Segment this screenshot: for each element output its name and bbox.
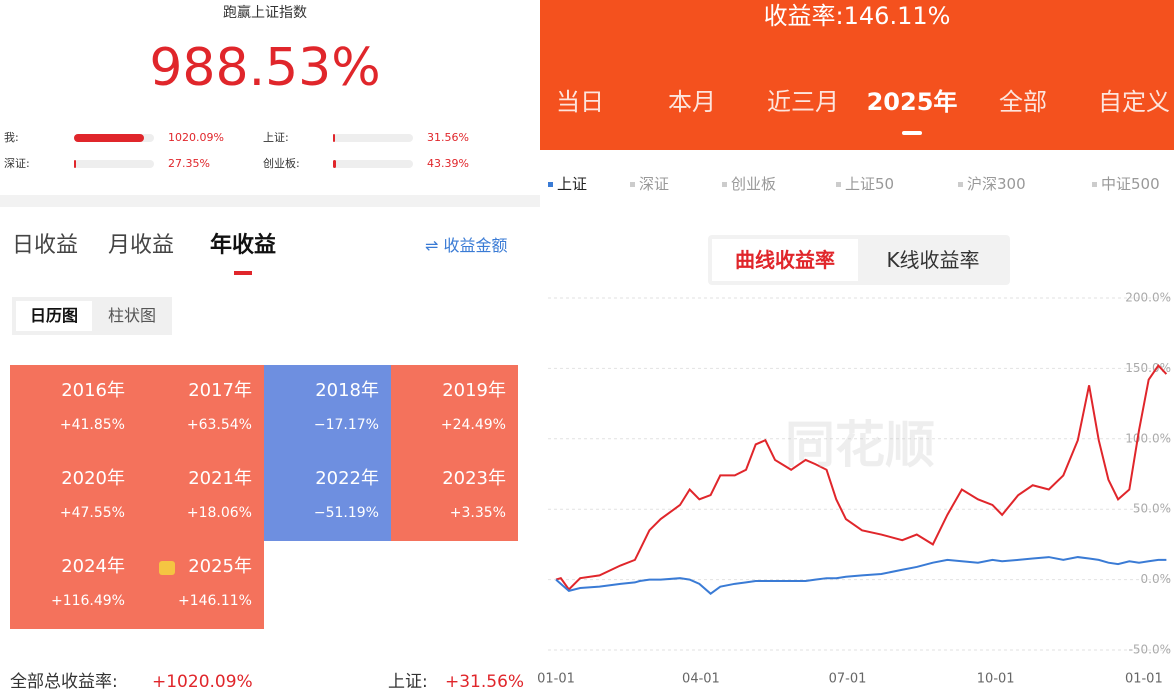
x-tick-label: 07-01	[829, 672, 867, 687]
footer-total-label: 全部总收益率:	[10, 672, 118, 692]
compare-name: 上证:	[263, 131, 289, 144]
y-tick-label: 0.0%	[1141, 572, 1172, 586]
compare-bar	[74, 134, 144, 142]
compare-value: 43.39%	[427, 157, 469, 170]
year-label: 2024年	[61, 556, 125, 577]
period-tab[interactable]: 全部	[999, 88, 1047, 116]
year-label: 2017年	[188, 380, 252, 401]
legend-swatch	[630, 182, 635, 187]
compare-name: 深证:	[4, 157, 30, 170]
year-label: 2016年	[61, 380, 125, 401]
legend-item[interactable]: 上证50	[845, 175, 895, 193]
legend-item[interactable]: 沪深300	[967, 175, 1026, 193]
period-tab[interactable]: 近三月	[767, 88, 839, 116]
tab[interactable]: 月收益	[108, 233, 175, 258]
period-underline	[902, 131, 922, 135]
year-return: −17.17%	[313, 417, 379, 433]
x-tick-label: 10-01	[977, 672, 1015, 687]
year-tile[interactable]	[264, 453, 391, 541]
year-return: +3.35%	[449, 505, 506, 521]
compare-value: 1020.09%	[168, 131, 224, 144]
legend-swatch	[722, 182, 727, 187]
footer-index: +31.56%	[445, 672, 525, 692]
year-tile[interactable]	[10, 365, 137, 453]
period-tab[interactable]: 当日	[556, 88, 604, 116]
compare-name: 我:	[4, 131, 19, 144]
year-return: +146.11%	[177, 593, 252, 609]
thumb-icon	[159, 561, 175, 575]
tab-underline	[234, 271, 252, 275]
compare-value: 27.35%	[168, 157, 210, 170]
period-tab[interactable]: 2025年	[866, 88, 958, 116]
mode-option[interactable]: K线收益率	[886, 248, 980, 272]
compare-track	[74, 160, 154, 168]
x-tick-label: 04-01	[682, 672, 720, 687]
legend-item[interactable]: 深证	[639, 175, 670, 193]
year-tile[interactable]	[391, 453, 518, 541]
y-tick-label: -50.0%	[1129, 643, 1171, 657]
tab[interactable]: 年收益	[210, 233, 277, 258]
footer-index-label: 上证:	[388, 672, 428, 692]
x-tick-label: 01-01	[1125, 672, 1163, 687]
x-tick-label: 01-01	[537, 672, 575, 687]
headline: 跑赢上证指数	[223, 5, 307, 21]
series-line	[555, 556, 1167, 595]
amount-toggle[interactable]: ⇌ 收益金额	[425, 236, 508, 255]
legend-swatch	[548, 182, 553, 187]
year-return: +63.54%	[186, 417, 252, 433]
legend-item[interactable]: 创业板	[731, 175, 777, 193]
mode-option[interactable]: 曲线收益率	[712, 239, 858, 281]
series-line	[555, 364, 1168, 591]
legend-swatch	[958, 182, 963, 187]
view-option[interactable]: 柱状图	[107, 306, 156, 325]
year-return: −51.19%	[313, 505, 379, 521]
year-return: +41.85%	[59, 417, 125, 433]
footer-total: +1020.09%	[152, 672, 253, 692]
year-label: 2021年	[188, 468, 252, 489]
compare-track	[333, 160, 413, 168]
year-label: 2025年	[188, 556, 252, 577]
year-tile[interactable]	[10, 453, 137, 541]
header-return: 收益率:146.11%	[763, 2, 951, 30]
y-tick-label: 50.0%	[1133, 502, 1171, 516]
excess-return: 988.53%	[149, 38, 381, 98]
period-tab[interactable]: 本月	[668, 88, 716, 116]
legend-swatch	[1092, 182, 1097, 187]
compare-bar	[333, 160, 336, 168]
year-tile[interactable]	[10, 541, 137, 629]
y-tick-label: 100.0%	[1125, 431, 1171, 445]
year-tile[interactable]	[137, 453, 264, 541]
compare-value: 31.56%	[427, 131, 469, 144]
view-option[interactable]: 日历图	[16, 301, 92, 331]
compare-name: 创业板:	[263, 157, 300, 170]
year-tile[interactable]	[137, 365, 264, 453]
legend-swatch	[836, 182, 841, 187]
year-label: 2018年	[315, 380, 379, 401]
watermark: 同花顺	[785, 416, 935, 474]
separator	[0, 195, 540, 207]
compare-track	[333, 134, 413, 142]
compare-bar	[74, 160, 76, 168]
year-return: +47.55%	[59, 505, 125, 521]
year-return: +116.49%	[50, 593, 125, 609]
legend-item[interactable]: 上证	[557, 175, 588, 193]
year-tile[interactable]	[137, 541, 264, 629]
year-tile[interactable]	[391, 365, 518, 453]
tab[interactable]: 日收益	[12, 233, 79, 258]
header-bg	[540, 0, 1174, 150]
year-label: 2020年	[61, 468, 125, 489]
year-label: 2019年	[442, 380, 506, 401]
year-return: +18.06%	[186, 505, 252, 521]
year-label: 2023年	[442, 468, 506, 489]
year-label: 2022年	[315, 468, 379, 489]
period-tab[interactable]: 自定义	[1098, 88, 1170, 116]
y-tick-label: 200.0%	[1125, 291, 1171, 305]
compare-bar	[333, 134, 336, 142]
year-return: +24.49%	[440, 417, 506, 433]
legend-item[interactable]: 中证500	[1101, 175, 1160, 193]
y-tick-label: 150.0%	[1125, 361, 1171, 375]
year-tile[interactable]	[264, 365, 391, 453]
